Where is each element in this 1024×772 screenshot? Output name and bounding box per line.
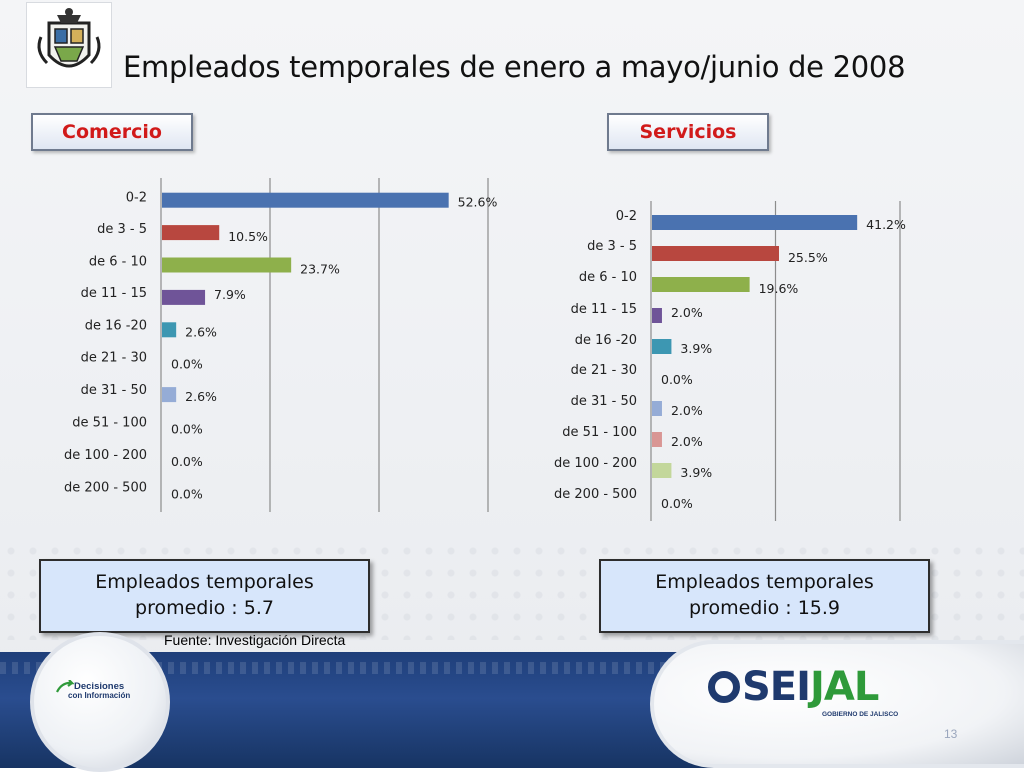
bar [162, 387, 177, 403]
data-label: 7.9% [214, 287, 246, 302]
bar [162, 225, 220, 241]
bar [162, 257, 292, 273]
comercio-bar-chart: 0-2 52.6% de 3 - 5 10.5% de 6 - 10 23.7% de 11… [40, 178, 540, 515]
bar [162, 322, 177, 338]
seijal-green-text: JAL [810, 664, 879, 710]
page-title: Empleados temporales de enero a mayo/jun… [123, 50, 906, 84]
category-label: de 51 - 100 [562, 425, 637, 440]
servicios-bar-chart: 0-2 41.2% de 3 - 5 25.5% de 6 - 10 19.6% de 11… [530, 200, 1000, 525]
bar [652, 308, 662, 323]
data-label: 52.6% [458, 195, 498, 210]
category-label: de 6 - 10 [579, 270, 637, 285]
seijal-subtitle: GOBIERNO DE JALISCO [822, 711, 899, 718]
data-label: 0.0% [171, 357, 203, 372]
footer-circle [30, 632, 170, 772]
bar [652, 246, 779, 261]
category-label: de 21 - 30 [571, 363, 637, 378]
page-number: 13 [944, 727, 958, 741]
category-label: de 51 - 100 [72, 416, 147, 431]
decisiones-logo: Decisiones con Información [56, 680, 131, 700]
bar [652, 432, 662, 447]
category-label: de 100 - 200 [554, 456, 637, 471]
data-label: 10.5% [228, 229, 268, 244]
bar [652, 463, 672, 478]
servicios-average-box: Empleados temporales promedio : 15.9 [599, 559, 930, 633]
data-label: 0.0% [171, 454, 203, 469]
bar [652, 215, 858, 230]
seijal-ring-icon [708, 671, 740, 703]
data-label: 0.0% [171, 422, 203, 437]
bar [162, 192, 449, 208]
arrow-icon [56, 680, 74, 693]
data-label: 2.0% [671, 403, 703, 418]
category-label: de 200 - 500 [64, 480, 147, 495]
source-note: Fuente: Investigación Directa [164, 632, 346, 648]
data-label: 3.9% [680, 465, 712, 480]
data-label: 0.0% [661, 496, 693, 511]
coat-of-arms-logo [26, 2, 112, 88]
category-label: de 11 - 15 [571, 302, 637, 317]
data-label: 2.0% [671, 305, 703, 320]
data-label: 2.6% [185, 389, 217, 404]
category-label: de 21 - 30 [81, 351, 147, 366]
category-label: 0-2 [616, 209, 637, 224]
data-label: 0.0% [171, 486, 203, 501]
comercio-average-box: Empleados temporales promedio : 5.7 [39, 559, 370, 633]
category-label: de 11 - 15 [81, 286, 147, 301]
average-value: promedio : 15.9 [688, 597, 841, 619]
comercio-chart-svg: 0-2 52.6% de 3 - 5 10.5% de 6 - 10 23.7% de 11… [64, 178, 498, 512]
bar [652, 401, 662, 416]
seijal-logo: SEIJAL [708, 664, 879, 710]
data-label: 0.0% [661, 372, 693, 387]
bar [652, 339, 672, 354]
data-label: 41.2% [866, 217, 906, 232]
data-label: 2.0% [671, 434, 703, 449]
seijal-blue-text: SEI [742, 664, 811, 710]
category-label: de 200 - 500 [554, 487, 637, 502]
data-label: 3.9% [680, 341, 712, 356]
bar [652, 277, 750, 292]
tab-comercio: Comercio [31, 113, 193, 151]
category-label: de 100 - 200 [64, 448, 147, 463]
data-label: 25.5% [788, 250, 828, 265]
data-label: 19.6% [759, 281, 799, 296]
category-label: de 3 - 5 [587, 239, 637, 254]
data-label: 23.7% [300, 262, 340, 277]
decisiones-line2: con Información [68, 690, 131, 700]
decisiones-line1: Decisiones [74, 681, 125, 692]
data-label: 2.6% [185, 324, 217, 339]
category-label: de 6 - 10 [89, 255, 147, 270]
category-label: de 3 - 5 [97, 222, 147, 237]
tab-servicios: Servicios [607, 113, 769, 151]
category-label: 0-2 [126, 191, 147, 206]
category-label: de 31 - 50 [81, 383, 147, 398]
bar [162, 289, 206, 305]
category-label: de 31 - 50 [571, 394, 637, 409]
footer-pill [650, 640, 1024, 768]
category-label: de 16 -20 [575, 333, 637, 348]
average-label: Empleados temporales [655, 571, 874, 594]
average-value: promedio : 5.7 [135, 597, 274, 619]
average-label: Empleados temporales [95, 571, 314, 594]
category-label: de 16 -20 [85, 318, 147, 333]
coat-of-arms-icon [27, 3, 111, 87]
servicios-chart-svg: 0-2 41.2% de 3 - 5 25.5% de 6 - 10 19.6% de 11… [554, 201, 906, 521]
